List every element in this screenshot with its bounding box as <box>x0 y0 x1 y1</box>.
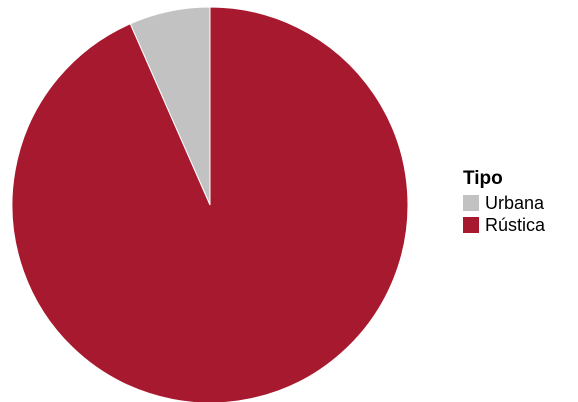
pie-slice-rustica <box>11 6 409 402</box>
legend-label-urbana: Urbana <box>485 193 545 213</box>
legend-item-urbana: Urbana <box>463 192 545 214</box>
legend: Tipo Urbana Rústica <box>463 168 545 236</box>
legend-swatch-urbana <box>463 195 479 211</box>
legend-item-rustica: Rústica <box>463 214 545 236</box>
legend-label-rustica: Rústica <box>485 215 546 235</box>
legend-swatch-rustica <box>463 217 479 233</box>
legend-title: Tipo <box>463 168 503 189</box>
pie-slices <box>11 6 409 402</box>
